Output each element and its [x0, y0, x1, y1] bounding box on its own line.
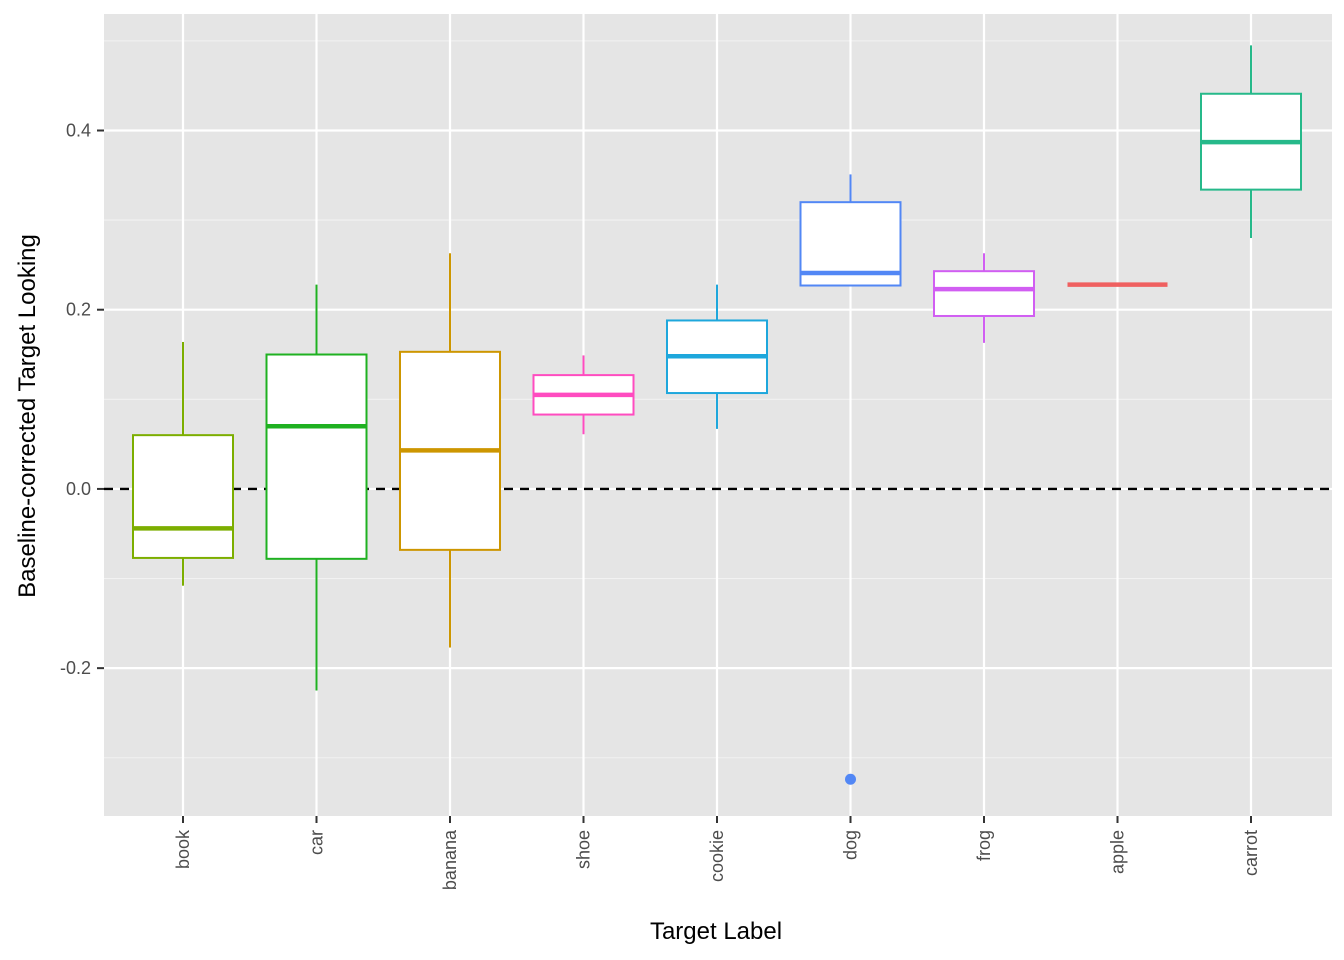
outlier-point	[845, 773, 856, 785]
box-carrot	[1200, 45, 1302, 239]
y-axis-title: Baseline-corrected Target Looking	[14, 234, 41, 598]
box-iqr	[132, 434, 234, 559]
y-tick-label: 0.4	[66, 120, 91, 140]
box-car	[265, 284, 368, 691]
box-iqr	[933, 270, 1035, 317]
x-tick-label-cookie: cookie	[707, 830, 727, 882]
x-tick-label-banana: banana	[440, 829, 460, 890]
x-tick-label-frog: frog	[974, 830, 994, 861]
x-tick-label-book: book	[173, 829, 193, 869]
x-tick-label-apple: apple	[1108, 830, 1128, 874]
x-tick-label-dog: dog	[841, 830, 861, 860]
y-tick-label: -0.2	[60, 658, 91, 678]
x-axis-title: Target Label	[650, 918, 782, 945]
box-banana	[399, 253, 501, 648]
box-dog	[799, 174, 902, 785]
box-shoe	[532, 355, 635, 435]
axes: -0.2 0.0 0.2 0.4 book car banana shoe cookie dog f…	[60, 120, 1261, 890]
y-tick-label: 0.0	[66, 479, 91, 499]
x-tick-label-car: car	[307, 830, 327, 855]
box-iqr	[265, 353, 368, 560]
box-frog	[933, 253, 1035, 343]
x-tick-label-carrot: carrot	[1241, 830, 1261, 876]
boxes	[132, 45, 1302, 785]
x-tick-label-shoe: shoe	[574, 830, 594, 869]
box-book	[132, 341, 234, 586]
box-cookie	[666, 284, 768, 429]
y-tick-label: 0.2	[66, 300, 91, 320]
